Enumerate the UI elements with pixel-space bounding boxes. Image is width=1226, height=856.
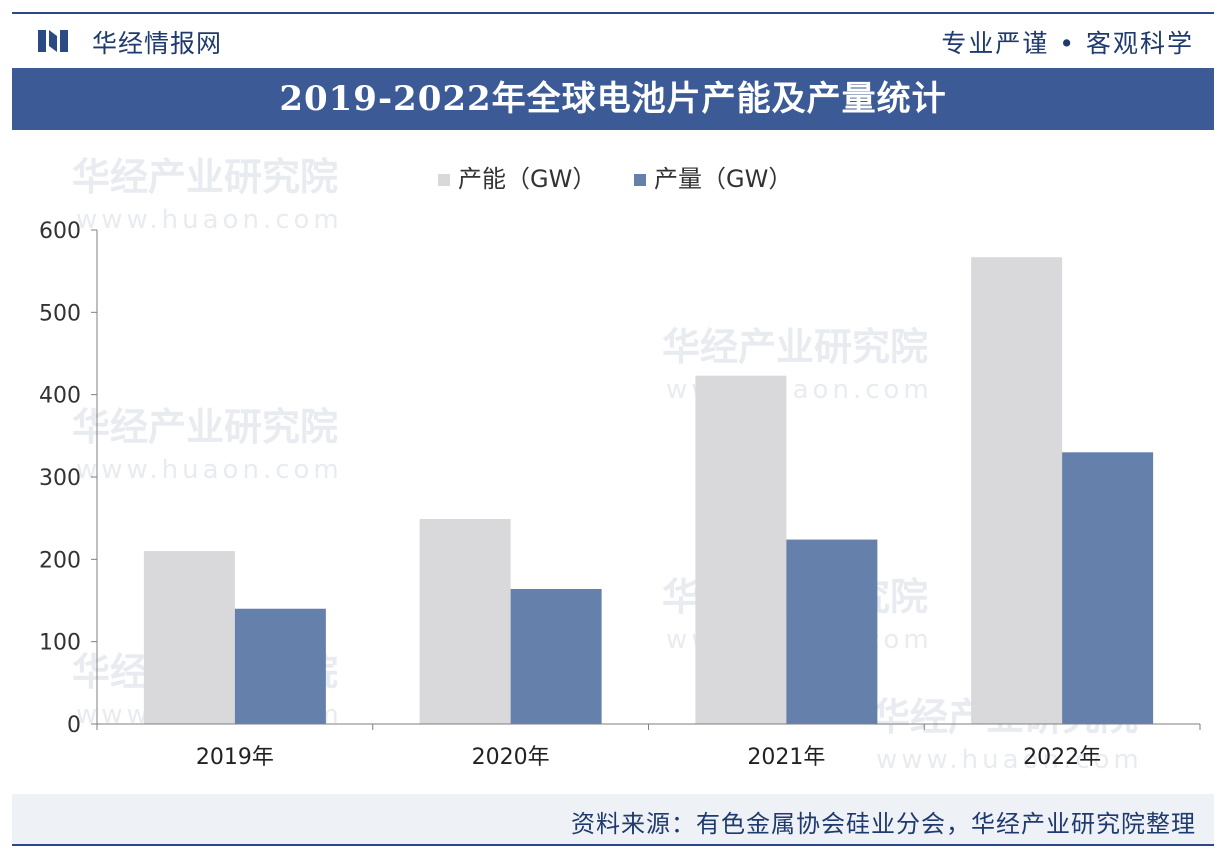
y-tick-label: 600 — [39, 219, 81, 244]
watermark-text: 华经产业研究院 — [72, 405, 338, 449]
watermark-text: 华经产业研究院 — [662, 325, 928, 369]
title-bar: 2019-2022年全球电池片产能及产量统计 — [12, 68, 1214, 130]
bar-output-3 — [786, 539, 878, 724]
x-tick-label: 2021年 — [747, 745, 825, 770]
y-tick-label: 300 — [39, 466, 81, 491]
watermark-url: www.huaon.com — [76, 455, 343, 485]
legend-swatch-2 — [634, 174, 646, 186]
watermark-text: 华经产业研究院 — [72, 155, 338, 199]
chart-legend: 产能（GW） 产量（GW） — [438, 165, 792, 193]
bar-output-2 — [510, 588, 602, 724]
footer: 资料来源：有色金属协会硅业分会，华经产业研究院整理 — [12, 794, 1214, 844]
top-rule — [12, 12, 1214, 14]
chart-title: 2019-2022年全球电池片产能及产量统计 — [279, 79, 947, 119]
bar-output-4 — [1062, 452, 1154, 724]
x-tick-label: 2020年 — [472, 745, 550, 770]
bar-capacity-1 — [143, 551, 235, 724]
brand-name: 华经情报网 — [92, 29, 223, 58]
x-tick-label: 2019年 — [196, 745, 274, 770]
bars — [143, 257, 1154, 724]
bar-capacity-4 — [971, 257, 1063, 724]
legend-swatch-1 — [438, 174, 450, 186]
bottom-rule — [12, 844, 1214, 846]
brand-logo-icon — [38, 30, 68, 52]
y-axis: 0 100 200 300 400 500 600 — [39, 219, 98, 738]
bar-capacity-3 — [695, 375, 787, 724]
y-tick-label: 500 — [39, 301, 81, 326]
bar-capacity-2 — [419, 518, 511, 724]
source-note: 资料来源：有色金属协会硅业分会，华经产业研究院整理 — [571, 810, 1196, 838]
y-tick-label: 200 — [39, 548, 81, 573]
header: 华经情报网 专业严谨 • 客观科学 — [12, 14, 1214, 68]
legend-label-2: 产量（GW） — [654, 165, 792, 193]
legend-label-1: 产能（GW） — [458, 165, 596, 193]
x-tick-label: 2022年 — [1023, 745, 1101, 770]
watermark-url: www.huaon.com — [876, 745, 1143, 775]
watermark-url: www.huaon.com — [76, 205, 343, 235]
bar-output-1 — [234, 608, 326, 724]
chart-area: 华经产业研究院 www.huaon.com 华经产业研究院 www.huaon.com… — [12, 130, 1214, 794]
y-tick-label: 0 — [67, 713, 81, 738]
y-tick-label: 400 — [39, 384, 81, 409]
x-axis: 2019年 2020年 2021年 2022年 — [96, 723, 1201, 770]
slogan: 专业严谨 • 客观科学 — [941, 29, 1194, 58]
y-tick-label: 100 — [39, 631, 81, 656]
bar-chart: 华经产业研究院 www.huaon.com 华经产业研究院 www.huaon.com… — [39, 155, 1201, 775]
